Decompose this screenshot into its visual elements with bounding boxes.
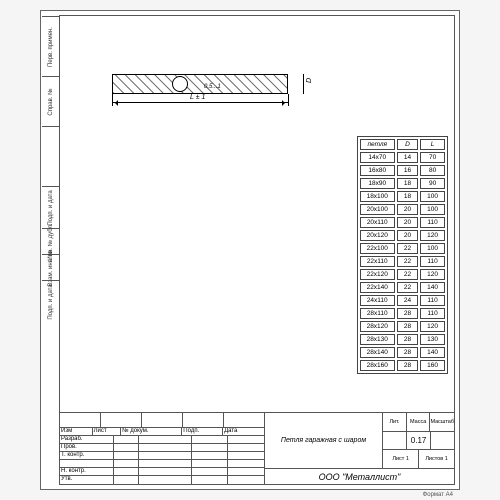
vstrip-cell: Справ. № [42,76,59,126]
sig-header: Дата [223,428,264,435]
table-row: 22х11022110 [360,256,445,267]
vstrip-label: Подп. и дата [48,190,54,225]
vstrip-cell: Перв. примен. [42,16,59,76]
sig-header: Лист [93,428,122,435]
ptable-header: D [397,139,418,150]
vstrip-cell: Подп. и дата [42,280,59,322]
drawing-frame: Перв. примен.Справ. №Подп. и датаИнв. № … [59,15,455,485]
table-row: 28х16028160 [360,360,445,371]
sig-header: Изм [60,428,93,435]
table-row: 28х11028110 [360,308,445,319]
sig-row [60,460,264,468]
vstrip-label: Справ. № [48,88,54,115]
part-body [112,74,288,94]
table-row: 24х11024110 [360,295,445,306]
dim-tolerance-label: 0,5...1 [204,84,221,90]
ptable-header: L [420,139,445,150]
format-label: Формат A4 [423,492,453,498]
info-header: Масса [407,413,431,431]
table-row: 22х10022100 [360,243,445,254]
table-row: 20х12020120 [360,230,445,241]
parameters-table: петляDL 14х701470 16х801680 18х901890 18х100… [357,136,448,374]
part-name: Петля гаражная с шаром [265,413,383,468]
table-row: 18х901890 [360,178,445,189]
vstrip-label: Перв. примен. [48,27,54,67]
dim-length-label: L ± 1 [190,94,205,101]
vstrip-cell: Взам. инв. № [42,254,59,280]
dimension-length [112,102,288,103]
info-header: Масштаб [430,413,454,431]
sig-row: Пров. [60,444,264,452]
ext-line [288,94,289,106]
ptable-header: петля [360,139,395,150]
sheet-num: Лист 1 [383,450,419,468]
table-row: 20х11020110 [360,217,445,228]
table-row: 22х12022120 [360,269,445,280]
company-name: ООО "Металлист" [265,468,454,484]
sig-row: Т. контр. [60,452,264,460]
vstrip-cell: Подп. и дата [42,186,59,228]
tb-right: Петля гаражная с шаром Лит.МассаМасштаб … [265,413,454,484]
table-row: 20х10020100 [360,204,445,215]
table-row: 28х14028140 [360,347,445,358]
vstrip-label: Подп. и дата [48,284,54,319]
dimension-diameter [303,74,304,94]
sig-row: Разраб. [60,436,264,444]
sig-header: Подп. [182,428,223,435]
sig-row: Утв. [60,476,264,484]
technical-drawing: L ± 1 0,5...1 D [100,56,310,116]
info-header: Лит. [383,413,407,431]
part-ball [172,76,188,92]
dim-diameter-label: D [306,78,313,83]
title-block: ИзмЛист№ докум.Подп.Дата Разраб.Пров.Т. … [60,412,454,484]
drawing-sheet: Перв. примен.Справ. №Подп. и датаИнв. № … [40,10,460,490]
sig-header: № докум. [121,428,182,435]
mass-value: 0.17 [407,432,431,450]
table-row: 28х13028130 [360,334,445,345]
table-row: 28х12028120 [360,321,445,332]
table-row: 14х701470 [360,152,445,163]
tb-signatures: ИзмЛист№ докум.Подп.Дата Разраб.Пров.Т. … [60,413,265,484]
left-revision-strip: Перв. примен.Справ. №Подп. и датаИнв. № … [42,16,60,484]
sheets-total: Листов 1 [419,450,454,468]
vstrip-cell [42,126,59,186]
table-row: 16х801680 [360,165,445,176]
sig-row: Н. контр. [60,468,264,476]
table-row: 22х14022140 [360,282,445,293]
table-row: 18х10018100 [360,191,445,202]
